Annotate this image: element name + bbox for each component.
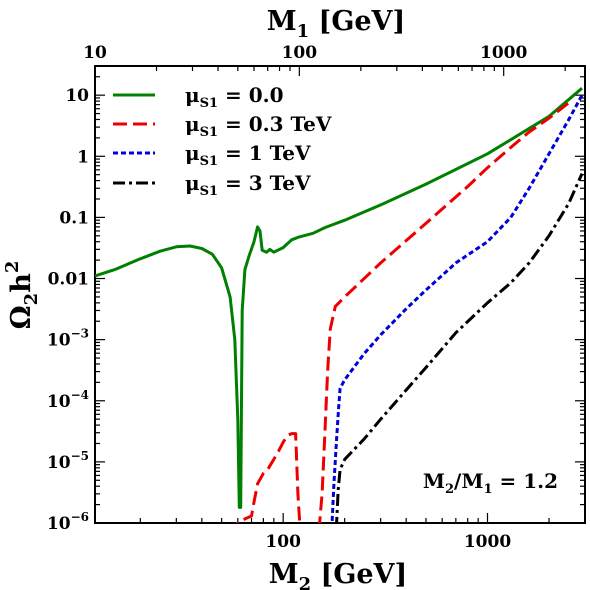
top-tick-label: 10 bbox=[83, 43, 107, 63]
y-tick-label: 10−5 bbox=[47, 449, 89, 473]
x-tick-label: 1000 bbox=[464, 532, 511, 552]
y-axis-title: Ω2h2 bbox=[2, 261, 42, 330]
legend-label-1: μS1 = 0.3 TeV bbox=[185, 112, 332, 140]
ratio-annotation: M2/M1 = 1.2 bbox=[423, 469, 558, 497]
series-layer bbox=[95, 87, 584, 523]
series-line-2 bbox=[330, 94, 584, 523]
y-tick-label: 10−3 bbox=[47, 327, 89, 351]
y-tick-label: 1 bbox=[77, 147, 89, 167]
tick-labels: 100 1000 10 100 1000 10 1 0.1 0.01 10−3 10−4 10−5 10… bbox=[47, 43, 528, 552]
series-line-3 bbox=[335, 172, 584, 523]
legend-label-2: μS1 = 1 TeV bbox=[185, 141, 311, 169]
legend-label-0: μS1 = 0.0 bbox=[185, 83, 284, 111]
legend: μS1 = 0.0 μS1 = 0.3 TeV μS1 = 1 TeV μS1 … bbox=[113, 83, 332, 199]
y-tick-label: 10−6 bbox=[47, 510, 89, 534]
top-tick-label: 1000 bbox=[480, 43, 527, 63]
top-tick-label: 100 bbox=[282, 43, 318, 63]
legend-label-3: μS1 = 3 TeV bbox=[185, 171, 311, 199]
minor-ticks bbox=[94, 65, 586, 524]
y-tick-label: 10 bbox=[65, 86, 89, 106]
plot-frame bbox=[94, 65, 586, 524]
y-tick-label: 0.01 bbox=[48, 270, 89, 290]
x-tick-label: 100 bbox=[265, 532, 301, 552]
top-axis-title: M1 [GeV] bbox=[267, 6, 406, 42]
y-tick-label: 0.1 bbox=[59, 208, 89, 228]
series-line-1 bbox=[235, 101, 570, 523]
y-tick-label: 10−4 bbox=[47, 388, 89, 412]
bottom-axis-title: M2 [GeV] bbox=[269, 559, 408, 590]
series-line-0 bbox=[95, 87, 583, 509]
